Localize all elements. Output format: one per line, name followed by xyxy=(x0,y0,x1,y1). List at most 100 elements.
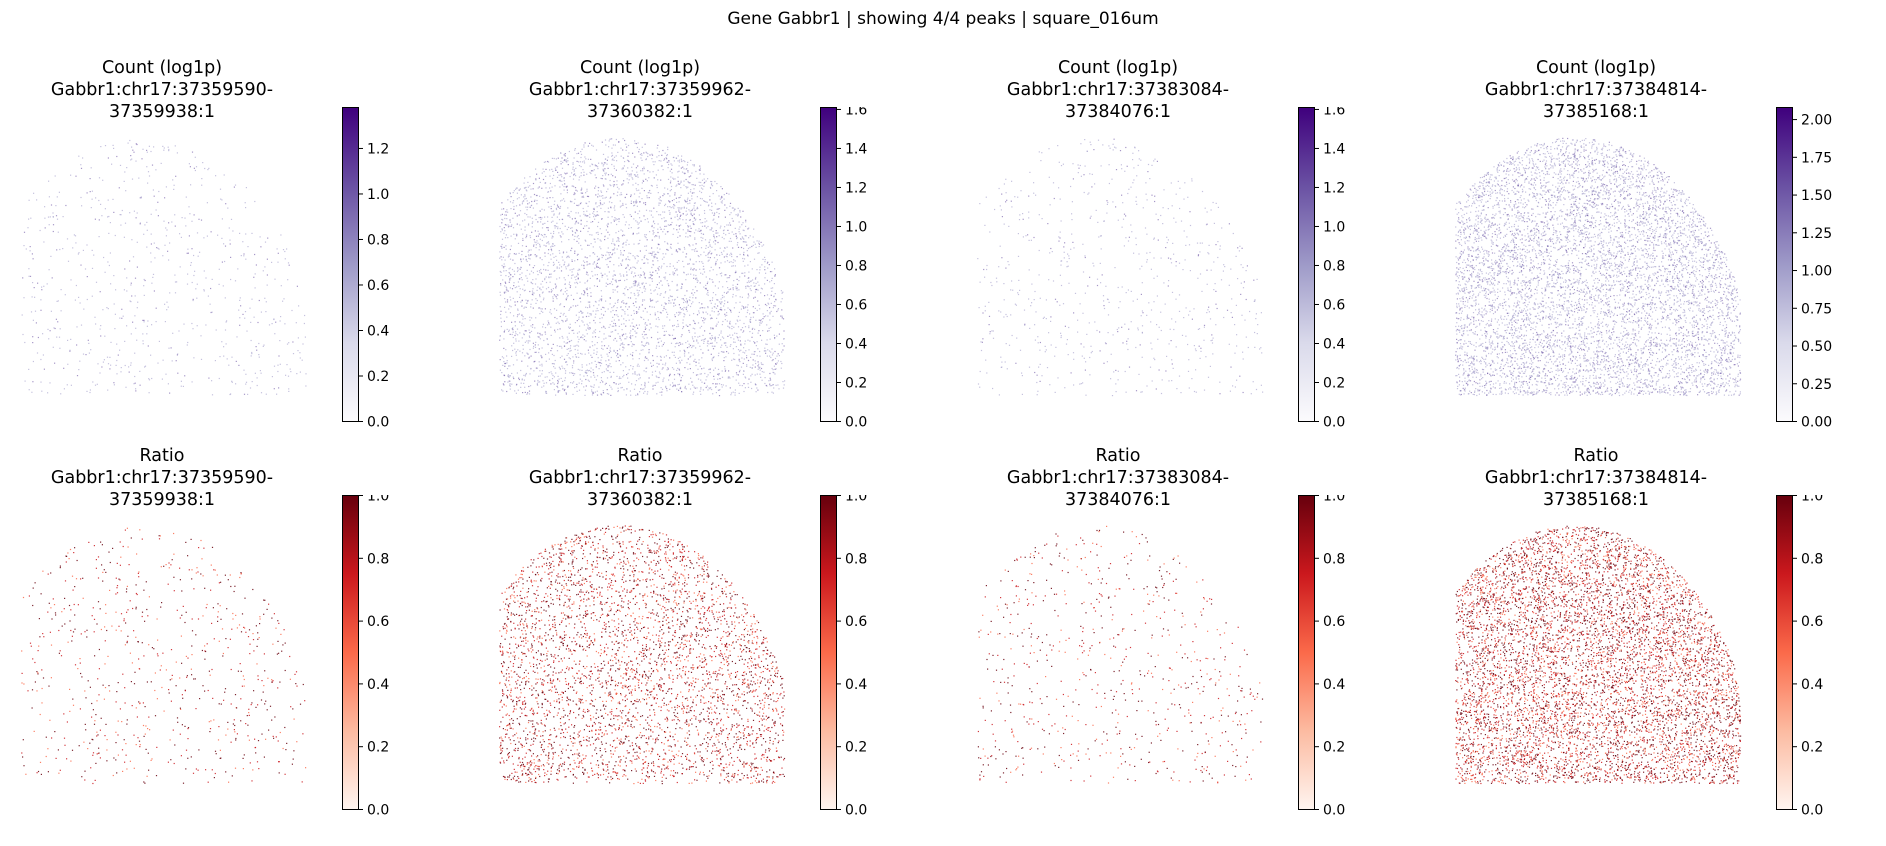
scatter-point xyxy=(672,273,674,275)
scatter-point xyxy=(510,274,512,276)
scatter-point xyxy=(239,297,241,299)
scatter-point xyxy=(768,303,770,305)
scatter-point xyxy=(541,347,543,349)
scatter-point xyxy=(519,273,521,276)
scatter-point xyxy=(559,186,561,188)
scatter-point xyxy=(658,276,660,278)
scatter-point xyxy=(502,256,504,258)
scatter-point xyxy=(616,350,618,352)
scatter-point xyxy=(677,242,679,244)
scatter-point xyxy=(766,262,768,264)
scatter-point xyxy=(685,253,688,255)
scatter-point xyxy=(575,275,578,277)
scatter-point xyxy=(668,210,670,212)
scatter-point xyxy=(677,231,679,233)
scatter-point xyxy=(621,315,623,317)
scatter-point xyxy=(56,300,58,302)
scatter-point xyxy=(772,315,774,317)
scatter-point xyxy=(597,221,600,223)
scatter-point xyxy=(579,215,581,217)
scatter-point xyxy=(576,282,579,285)
scatter-point xyxy=(571,201,573,203)
scatter-point xyxy=(594,241,596,243)
scatter-point xyxy=(32,360,34,363)
scatter-point xyxy=(531,317,533,319)
scatter-point xyxy=(124,364,126,367)
scatter-point xyxy=(528,255,530,257)
scatter-point xyxy=(665,253,667,255)
scatter-point xyxy=(573,192,576,194)
scatter-point xyxy=(535,244,537,246)
scatter-point xyxy=(28,389,30,391)
scatter-point xyxy=(718,383,721,385)
scatter-point xyxy=(711,212,713,214)
scatter-point xyxy=(693,202,696,204)
scatter-point xyxy=(505,211,507,213)
scatter-point xyxy=(685,168,687,170)
scatter-point xyxy=(715,230,717,232)
scatter-point xyxy=(652,385,654,387)
scatter-point xyxy=(586,271,588,273)
scatter-point xyxy=(678,159,681,161)
scatter-point xyxy=(679,249,681,251)
scatter-point xyxy=(709,314,711,316)
scatter-point xyxy=(753,258,756,260)
scatter-point xyxy=(164,244,166,246)
scatter-point xyxy=(523,374,525,376)
scatter-point xyxy=(107,363,110,365)
scatter-point xyxy=(649,189,651,192)
scatter-point xyxy=(104,145,107,147)
scatter-point xyxy=(577,349,579,351)
scatter-point xyxy=(635,311,638,313)
scatter-point xyxy=(684,387,686,389)
scatter-point xyxy=(516,235,518,237)
scatter-point xyxy=(677,207,679,209)
scatter-point xyxy=(622,202,624,205)
scatter-point xyxy=(572,162,574,164)
scatter-point xyxy=(48,196,50,198)
scatter-point xyxy=(280,316,282,318)
scatter-point xyxy=(753,312,755,314)
scatter-point xyxy=(731,253,733,255)
scatter-point xyxy=(501,247,503,249)
scatter-point xyxy=(674,298,676,300)
scatter-point xyxy=(723,256,725,258)
scatter-point xyxy=(140,197,142,199)
scatter-point xyxy=(624,313,626,315)
scatter-point xyxy=(589,322,591,324)
scatter-point xyxy=(597,225,599,228)
scatter-point xyxy=(679,362,681,364)
scatter-point xyxy=(656,272,658,274)
scatter-point xyxy=(694,292,696,294)
scatter-point xyxy=(780,360,782,363)
scatter-point xyxy=(613,243,615,245)
scatter-point xyxy=(694,250,696,252)
scatter-point xyxy=(550,334,552,336)
scatter-point xyxy=(552,374,554,377)
scatter-point xyxy=(703,271,706,273)
scatter-point xyxy=(130,159,132,161)
scatter-point xyxy=(625,303,627,305)
scatter-point xyxy=(59,328,61,330)
scatter-point xyxy=(527,181,529,183)
scatter-point xyxy=(580,336,582,338)
scatter-point xyxy=(657,342,659,344)
scatter-point xyxy=(700,181,702,184)
scatter-point xyxy=(624,161,626,163)
scatter-point xyxy=(641,282,643,284)
scatter-point xyxy=(703,210,706,212)
scatter-point xyxy=(612,278,614,280)
scatter-point xyxy=(499,339,501,341)
scatter-point xyxy=(720,308,722,311)
scatter-point xyxy=(702,389,704,391)
scatter-point xyxy=(652,364,654,366)
scatter-point xyxy=(652,171,654,173)
scatter-point xyxy=(685,307,687,309)
scatter-point xyxy=(155,307,157,309)
scatter-point xyxy=(656,355,658,358)
scatter-point xyxy=(148,379,151,381)
scatter-point xyxy=(519,296,521,298)
scatter-point xyxy=(591,391,593,393)
scatter-point xyxy=(683,160,685,162)
scatter-point xyxy=(514,325,516,327)
